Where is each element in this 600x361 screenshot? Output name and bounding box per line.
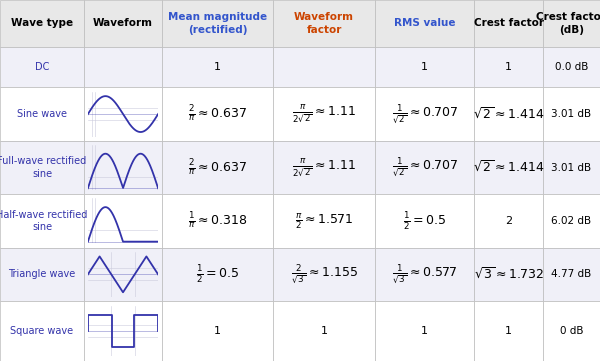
Text: 3.01 dB: 3.01 dB (551, 109, 592, 119)
Text: $\frac{\pi}{2\sqrt{2}} \approx 1.11$: $\frac{\pi}{2\sqrt{2}} \approx 1.11$ (292, 157, 356, 178)
Bar (273, 47, 375, 87)
Text: 1: 1 (214, 62, 221, 72)
Text: RMS value: RMS value (394, 18, 455, 29)
Bar (543, 47, 600, 87)
Bar (474, 0, 543, 47)
Text: $\frac{1}{\sqrt{2}} \approx 0.707$: $\frac{1}{\sqrt{2}} \approx 0.707$ (392, 103, 457, 126)
Bar (162, 0, 273, 47)
Bar (0, 87, 84, 141)
Text: $\sqrt{2} \approx 1.414$: $\sqrt{2} \approx 1.414$ (473, 106, 544, 122)
Bar (273, 87, 375, 141)
Bar (84, 301, 162, 361)
Bar (474, 87, 543, 141)
Text: 2: 2 (505, 216, 512, 226)
Bar (162, 301, 273, 361)
Text: $\sqrt{3} \approx 1.732$: $\sqrt{3} \approx 1.732$ (473, 267, 544, 282)
Text: $\frac{\pi}{2} \approx 1.571$: $\frac{\pi}{2} \approx 1.571$ (295, 211, 353, 231)
Bar (474, 301, 543, 361)
Bar (162, 194, 273, 248)
Bar (375, 248, 474, 301)
Text: 3.01 dB: 3.01 dB (551, 162, 592, 173)
Bar (474, 194, 543, 248)
Bar (162, 47, 273, 87)
Bar (0, 194, 84, 248)
Bar (375, 141, 474, 194)
Text: Triangle wave: Triangle wave (8, 269, 76, 279)
Bar (0, 0, 84, 47)
Bar (273, 0, 375, 47)
Text: 1: 1 (320, 326, 328, 336)
Text: Half-wave rectified
sine: Half-wave rectified sine (0, 210, 88, 232)
Bar (474, 141, 543, 194)
Text: 1: 1 (505, 326, 512, 336)
Bar (375, 87, 474, 141)
Bar (273, 194, 375, 248)
Text: $\frac{1}{2} = 0.5$: $\frac{1}{2} = 0.5$ (403, 210, 446, 232)
Bar (273, 141, 375, 194)
Text: Square wave: Square wave (10, 326, 74, 336)
Text: Wave type: Wave type (11, 18, 73, 29)
Bar (543, 194, 600, 248)
Bar (543, 141, 600, 194)
Text: $\frac{1}{\pi} \approx 0.318$: $\frac{1}{\pi} \approx 0.318$ (188, 211, 247, 231)
Bar (273, 248, 375, 301)
Text: Full-wave rectified
sine: Full-wave rectified sine (0, 156, 86, 179)
Bar (273, 301, 375, 361)
Text: 1: 1 (421, 326, 428, 336)
Bar (474, 248, 543, 301)
Bar (162, 87, 273, 141)
Bar (375, 301, 474, 361)
Text: 1: 1 (505, 62, 512, 72)
Bar (543, 87, 600, 141)
Text: $\frac{1}{\sqrt{3}} \approx 0.577$: $\frac{1}{\sqrt{3}} \approx 0.577$ (392, 263, 457, 286)
Bar (0, 141, 84, 194)
Bar (375, 47, 474, 87)
Text: Crest factor: Crest factor (473, 18, 544, 29)
Text: 4.77 dB: 4.77 dB (551, 269, 592, 279)
Bar (84, 87, 162, 141)
Text: 1: 1 (421, 62, 428, 72)
Bar (84, 248, 162, 301)
Text: Mean magnitude
(rectified): Mean magnitude (rectified) (168, 12, 267, 35)
Bar (543, 0, 600, 47)
Bar (84, 47, 162, 87)
Text: Waveform: Waveform (93, 18, 153, 29)
Bar (543, 248, 600, 301)
Text: 0 dB: 0 dB (560, 326, 583, 336)
Bar (375, 194, 474, 248)
Bar (162, 248, 273, 301)
Bar (0, 248, 84, 301)
Bar (474, 47, 543, 87)
Text: Crest factor
(dB): Crest factor (dB) (536, 12, 600, 35)
Text: $\frac{2}{\pi} \approx 0.637$: $\frac{2}{\pi} \approx 0.637$ (188, 157, 247, 178)
Text: $\frac{1}{\sqrt{2}} \approx 0.707$: $\frac{1}{\sqrt{2}} \approx 0.707$ (392, 156, 457, 179)
Text: Waveform
factor: Waveform factor (294, 12, 354, 35)
Bar (0, 301, 84, 361)
Text: $\frac{2}{\pi} \approx 0.637$: $\frac{2}{\pi} \approx 0.637$ (188, 104, 247, 124)
Text: $\frac{\pi}{2\sqrt{2}} \approx 1.11$: $\frac{\pi}{2\sqrt{2}} \approx 1.11$ (292, 104, 356, 125)
Text: 0.0 dB: 0.0 dB (555, 62, 588, 72)
Bar (84, 194, 162, 248)
Bar (162, 141, 273, 194)
Bar (0, 47, 84, 87)
Bar (543, 301, 600, 361)
Bar (84, 0, 162, 47)
Text: 1: 1 (214, 326, 221, 336)
Text: Sine wave: Sine wave (17, 109, 67, 119)
Text: $\frac{2}{\sqrt{3}} \approx 1.155$: $\frac{2}{\sqrt{3}} \approx 1.155$ (290, 263, 358, 286)
Text: DC: DC (35, 62, 49, 72)
Text: 6.02 dB: 6.02 dB (551, 216, 592, 226)
Text: $\frac{1}{2} = 0.5$: $\frac{1}{2} = 0.5$ (196, 264, 239, 285)
Bar (375, 0, 474, 47)
Text: $\sqrt{2} \approx 1.414$: $\sqrt{2} \approx 1.414$ (473, 160, 544, 175)
Bar (84, 141, 162, 194)
